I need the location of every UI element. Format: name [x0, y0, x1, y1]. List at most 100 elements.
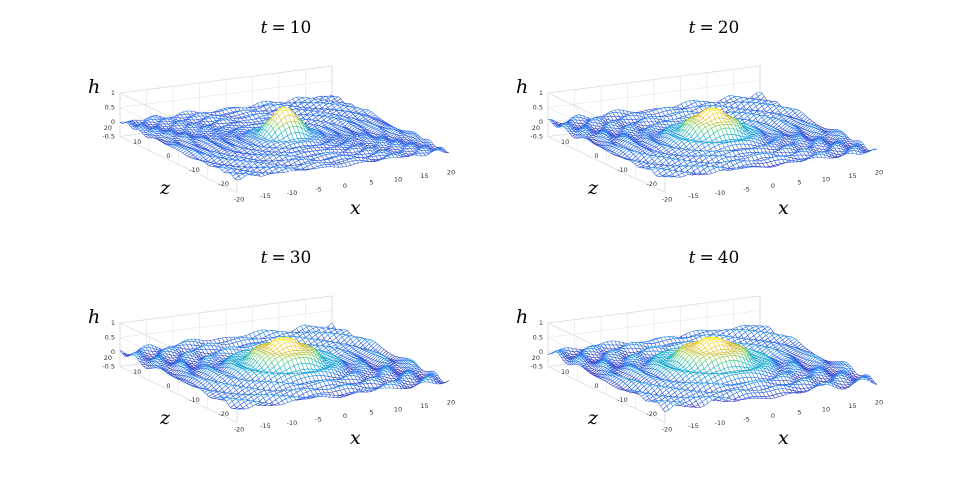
z-tick-label: -10: [617, 166, 628, 174]
z-tick-label: 20: [532, 124, 540, 132]
z-tick-label: -10: [617, 396, 628, 404]
x-tick-label: -10: [715, 419, 726, 427]
surface-mesh: [119, 322, 450, 410]
z-tick-label: 0: [594, 152, 598, 160]
x-tick-label: -20: [234, 196, 245, 204]
x-tick-label: 5: [369, 409, 373, 417]
z-tick-label: -20: [646, 180, 657, 188]
z-tick-label: -10: [189, 166, 200, 174]
h-tick-label: -0.5: [530, 133, 543, 141]
subplot-t40: t = 40 h z x -20 -15 -10 -5 0 5 10 15 20-20-100102…: [516, 248, 883, 449]
x-tick-label: 15: [848, 172, 856, 180]
h-tick-label: 1: [539, 319, 543, 327]
x-tick-label: 10: [822, 405, 830, 413]
x-tick-label: 5: [797, 179, 801, 187]
surface-mesh: [547, 91, 878, 178]
y-axis-label: z: [587, 177, 599, 199]
h-tick-label: 1: [539, 89, 543, 97]
z-axis-label: h: [516, 306, 528, 328]
z-tick-label: 20: [104, 354, 112, 362]
x-tick-label: 20: [875, 399, 883, 407]
x-tick-label: 20: [447, 169, 455, 177]
subplot-title: t = 30: [261, 248, 312, 268]
surface-mesh: [547, 324, 878, 413]
z-axis-label: h: [516, 76, 528, 98]
h-tick-label: -0.5: [102, 133, 115, 141]
y-axis-label: z: [159, 177, 171, 199]
z-tick-label: 0: [166, 382, 170, 390]
x-tick-label: 10: [822, 175, 830, 183]
x-tick-label: -10: [287, 419, 298, 427]
x-tick-label: 20: [875, 169, 883, 177]
h-tick-label: 0.5: [105, 104, 115, 112]
h-tick-label: 0: [539, 348, 543, 356]
x-tick-label: -5: [315, 185, 321, 193]
x-tick-label: -20: [662, 196, 673, 204]
z-tick-label: -20: [218, 180, 229, 188]
x-tick-label: -5: [743, 415, 749, 423]
z-tick-label: 10: [561, 138, 569, 146]
h-tick-label: -0.5: [102, 363, 115, 371]
z-tick-label: -10: [189, 396, 200, 404]
x-tick-label: -15: [688, 422, 699, 430]
z-tick-label: 10: [133, 138, 141, 146]
x-tick-label: -15: [688, 192, 699, 200]
z-tick-label: -20: [646, 410, 657, 418]
y-axis-label: z: [159, 407, 171, 429]
h-tick-label: 1: [111, 319, 115, 327]
x-axis-label: x: [350, 427, 361, 449]
x-tick-label: 15: [420, 402, 428, 410]
x-tick-label: -15: [260, 422, 271, 430]
subplot-title: t = 40: [689, 248, 740, 268]
x-tick-label: 10: [394, 405, 402, 413]
x-tick-label: 20: [447, 399, 455, 407]
subplot-t10: t = 10 h z x -20 -15 -10 -5 0 5 10 15 20-20-100102…: [88, 18, 455, 219]
subplot-t20: t = 20 h z x -20 -15 -10 -5 0 5 10 15 20-20-100102…: [516, 18, 883, 219]
z-tick-label: 10: [133, 368, 141, 376]
x-tick-label: 0: [771, 182, 775, 190]
z-tick-label: 0: [594, 382, 598, 390]
h-tick-label: 0: [111, 348, 115, 356]
x-tick-label: 5: [797, 409, 801, 417]
h-tick-label: 1: [111, 89, 115, 97]
h-tick-label: -0.5: [530, 363, 543, 371]
z-tick-label: 20: [104, 124, 112, 132]
z-axis-label: h: [88, 306, 100, 328]
x-tick-label: -10: [287, 189, 298, 197]
h-tick-label: 0: [539, 118, 543, 126]
subplot-title: t = 20: [689, 18, 740, 38]
z-tick-label: 0: [166, 152, 170, 160]
x-tick-label: 15: [848, 402, 856, 410]
subplot-t30: t = 30 h z x -20 -15 -10 -5 0 5 10 15 20-20-100102…: [88, 248, 455, 449]
x-tick-label: 15: [420, 172, 428, 180]
h-tick-label: 0.5: [105, 334, 115, 342]
x-tick-label: -5: [743, 185, 749, 193]
x-tick-label: 5: [369, 179, 373, 187]
x-tick-label: -20: [234, 426, 245, 434]
x-tick-label: 0: [343, 412, 347, 420]
z-tick-label: 20: [532, 354, 540, 362]
h-tick-label: 0: [111, 118, 115, 126]
x-tick-label: -15: [260, 192, 271, 200]
h-tick-label: 0.5: [533, 104, 543, 112]
surface-mesh: [119, 94, 450, 181]
x-tick-label: -5: [315, 415, 321, 423]
x-tick-label: -10: [715, 189, 726, 197]
x-axis-label: x: [778, 197, 789, 219]
x-tick-label: -20: [662, 426, 673, 434]
x-tick-label: 0: [771, 412, 775, 420]
h-tick-label: 0.5: [533, 334, 543, 342]
x-tick-label: 10: [394, 175, 402, 183]
z-axis-label: h: [88, 76, 100, 98]
x-axis-label: x: [350, 197, 361, 219]
y-axis-label: z: [587, 407, 599, 429]
x-tick-label: 0: [343, 182, 347, 190]
z-tick-label: -20: [218, 410, 229, 418]
subplot-title: t = 10: [261, 18, 312, 38]
z-tick-label: 10: [561, 368, 569, 376]
